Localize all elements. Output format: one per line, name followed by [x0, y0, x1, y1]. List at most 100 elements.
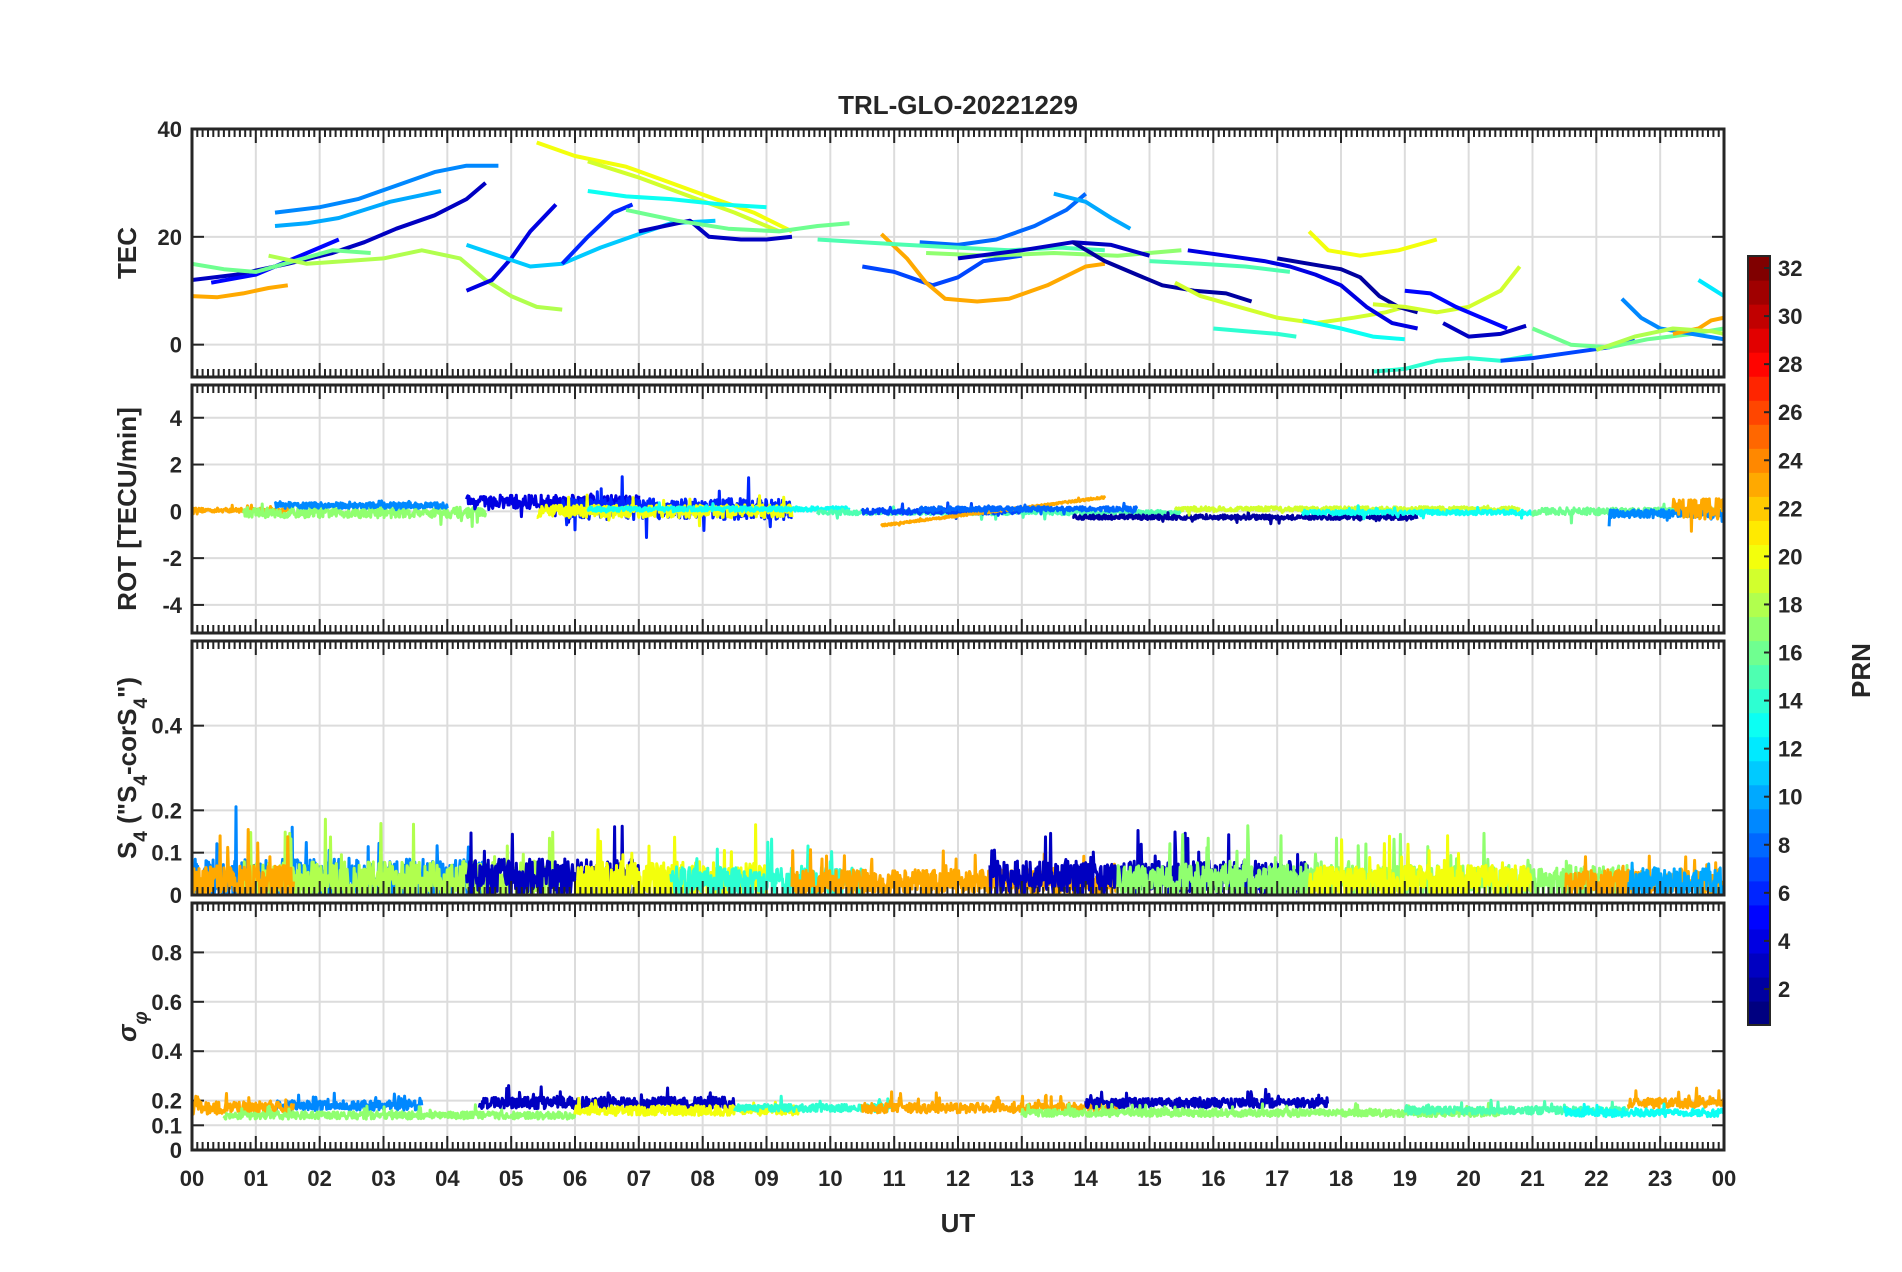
- panel-frame: [190, 383, 1726, 635]
- y-tick-label: 0: [170, 883, 182, 908]
- x-tick-label: 10: [818, 1166, 842, 1191]
- series-line-prn-16: [192, 248, 371, 274]
- x-tick-label: 23: [1648, 1166, 1672, 1191]
- y-tick-label: 2: [170, 453, 182, 478]
- chart-title: TRL-GLO-20221229: [838, 90, 1078, 120]
- x-tick-label: 13: [1010, 1166, 1034, 1191]
- series-line-prn-19: [1174, 280, 1406, 326]
- y-tick-label: 0: [170, 1138, 182, 1163]
- series-line-prn-17: [222, 1103, 577, 1121]
- series-line-prn-20: [1307, 229, 1438, 258]
- series-line-prn-18: [1595, 326, 1724, 352]
- colorbar-tick-label: 22: [1778, 496, 1802, 521]
- x-tick-label: 01: [244, 1166, 268, 1191]
- panel-frame: [190, 639, 1726, 897]
- series-line-prn-8: [919, 192, 1087, 247]
- series-line-prn-2: [1071, 240, 1253, 304]
- series-line-prn-7: [861, 253, 1023, 288]
- series-line-prn-23: [860, 1090, 1120, 1115]
- series-line-prn-23: [880, 232, 1106, 304]
- series-line-prn-8: [918, 501, 1139, 516]
- colorbar-segment: [1748, 664, 1770, 690]
- y-axis-label: ROT [TECU/min]: [112, 407, 142, 611]
- series-line-prn-19: [587, 159, 781, 234]
- series-group: [192, 1084, 1724, 1121]
- colorbar-segment: [1748, 808, 1770, 834]
- colorbar-segment: [1748, 616, 1770, 642]
- y-tick-label: 0.1: [151, 841, 182, 866]
- series-line-prn-9: [274, 163, 499, 215]
- colorbar-frame: [1747, 255, 1771, 1026]
- x-tick-label: 14: [1073, 1166, 1098, 1191]
- x-tick-label: 05: [499, 1166, 523, 1191]
- colorbar-tick-label: 24: [1778, 448, 1803, 473]
- colorbar-segment: [1748, 736, 1770, 762]
- series-line-prn-9: [273, 499, 449, 512]
- colorbar-segment: [1748, 304, 1770, 329]
- x-tick-label: 15: [1137, 1166, 1161, 1191]
- colorbar-segment: [1748, 544, 1770, 570]
- x-axis-label: UT: [941, 1208, 976, 1238]
- series-line-prn-13: [1301, 504, 1533, 521]
- colorbar-label: PRN: [1846, 643, 1876, 698]
- colorbar-segment: [1748, 952, 1770, 978]
- x-tick-label: 21: [1520, 1166, 1544, 1191]
- series-line-prn-3: [638, 218, 793, 242]
- series-line-prn-23: [192, 283, 289, 300]
- series-line-prn-3: [465, 824, 641, 895]
- y-tick-label: 40: [158, 117, 182, 142]
- colorbar-segment: [1748, 712, 1770, 738]
- panel-frame: [190, 127, 1726, 379]
- colorbar-segment: [1748, 976, 1770, 1002]
- series-line-prn-23: [192, 1092, 295, 1116]
- y-tick-label: 0.6: [151, 990, 182, 1015]
- series-line-prn-3: [1084, 1087, 1330, 1110]
- colorbar-segment: [1748, 760, 1770, 786]
- y-axis-label: TEC: [112, 227, 142, 279]
- x-tick-label: 02: [307, 1166, 331, 1191]
- colorbar-tick-label: 12: [1778, 737, 1802, 762]
- x-tick-label: 20: [1456, 1166, 1480, 1191]
- x-tick-label: 00: [1712, 1166, 1736, 1191]
- series-line-prn-2: [1071, 509, 1419, 526]
- series-line-prn-6: [560, 202, 634, 266]
- panel-s4: 0 0.1 0.2 0.4S4 ("S4-corS4"): [112, 639, 1726, 908]
- y-tick-label: -4: [162, 593, 182, 618]
- colorbar-segment: [1748, 520, 1770, 545]
- x-tick-label: 00: [180, 1166, 204, 1191]
- colorbar-segment: [1748, 376, 1770, 401]
- colorbar-tick-label: 2: [1778, 977, 1790, 1002]
- colorbar-tick-label: 6: [1778, 881, 1790, 906]
- series-group: [192, 805, 1724, 895]
- panel-tec: 0 20 40 TEC: [112, 117, 1726, 379]
- series-line-prn-15: [817, 237, 1105, 253]
- series-line-prn-13: [1562, 1102, 1724, 1119]
- series-line-prn-15: [1149, 259, 1291, 274]
- colorbar-tick-label: 8: [1778, 833, 1790, 858]
- series-line-prn-20: [573, 1096, 800, 1117]
- colorbar-tick-label: 16: [1778, 641, 1802, 666]
- series-line-prn-5: [1404, 288, 1508, 331]
- series-line-prn-13: [1302, 318, 1405, 342]
- colorbar-segment: [1748, 352, 1770, 377]
- y-tick-label: 0.8: [151, 940, 182, 965]
- x-tick-label: 12: [946, 1166, 970, 1191]
- colorbar-segment: [1748, 496, 1770, 521]
- y-tick-label: 0.4: [151, 1039, 182, 1064]
- x-tick-label: 04: [435, 1166, 460, 1191]
- colorbar-segment: [1748, 472, 1770, 497]
- colorbar-segment: [1748, 904, 1770, 930]
- colorbar-segment: [1748, 784, 1770, 810]
- colorbar-segment: [1748, 280, 1770, 305]
- colorbar-tick-label: 14: [1778, 689, 1803, 714]
- y-tick-label: 0.4: [151, 714, 182, 739]
- series-line-prn-20: [536, 140, 793, 234]
- y-tick-label: 0.2: [151, 1089, 182, 1114]
- series-line-prn-23: [1626, 1086, 1724, 1110]
- y-tick-label: 20: [158, 225, 182, 250]
- colorbar-segment: [1748, 640, 1770, 666]
- colorbar-segment: [1748, 568, 1770, 594]
- y-tick-label: 0.2: [151, 798, 182, 823]
- colorbar-tick-label: 26: [1778, 400, 1802, 425]
